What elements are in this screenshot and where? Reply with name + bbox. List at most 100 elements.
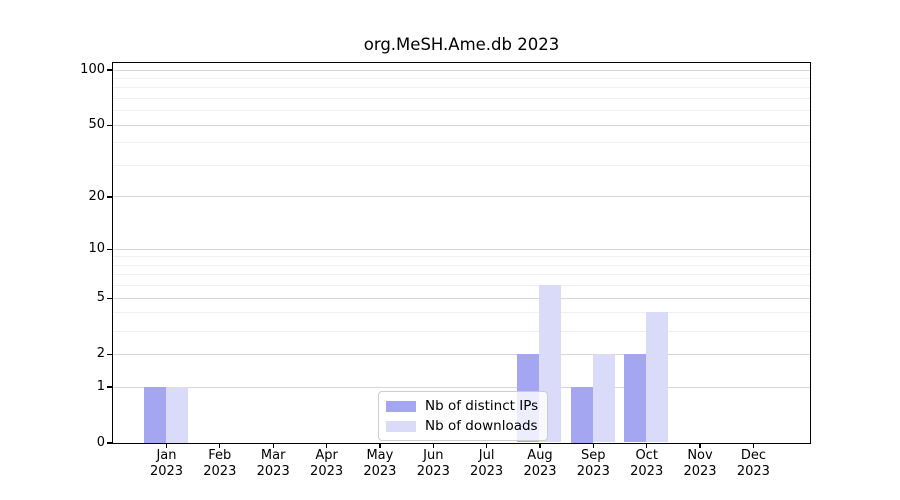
y-tick-mark bbox=[107, 386, 112, 388]
x-tick-mark bbox=[219, 443, 221, 448]
x-tick-label-aug: Aug 2023 bbox=[510, 448, 570, 480]
minor-gridline bbox=[112, 165, 810, 166]
x-tick-mark bbox=[165, 443, 168, 448]
minor-gridline bbox=[112, 98, 810, 99]
x-tick-label-jul: Jul 2023 bbox=[457, 448, 517, 480]
x-tick-label-nov: Nov 2023 bbox=[670, 448, 730, 480]
x-tick-year: 2023 bbox=[523, 464, 557, 479]
x-tick-mark bbox=[752, 443, 754, 448]
x-tick-month: Oct bbox=[635, 448, 658, 463]
bar-distinct-ips bbox=[624, 353, 647, 443]
bar-downloads bbox=[166, 386, 188, 443]
x-tick-month: Aug bbox=[527, 448, 553, 463]
legend-swatch bbox=[386, 420, 416, 432]
major-gridline bbox=[112, 196, 810, 198]
x-tick-mark bbox=[379, 443, 381, 448]
x-tick-label-apr: Apr 2023 bbox=[297, 448, 357, 480]
y-tick-mark bbox=[107, 297, 112, 299]
bar-downloads bbox=[592, 353, 615, 443]
y-tick-label: 10 bbox=[88, 241, 105, 257]
x-tick-year: 2023 bbox=[683, 464, 717, 479]
y-tick-mark bbox=[107, 196, 112, 198]
legend-label: Nb of distinct IPs bbox=[425, 398, 539, 414]
minor-gridline bbox=[112, 142, 810, 144]
x-tick-year: 2023 bbox=[470, 464, 504, 479]
x-tick-label-mar: Mar 2023 bbox=[243, 448, 303, 480]
major-gridline bbox=[112, 353, 810, 355]
y-tick-mark bbox=[107, 353, 112, 355]
y-tick-label: 50 bbox=[88, 117, 105, 133]
minor-gridline bbox=[112, 330, 810, 332]
minor-gridline bbox=[112, 274, 810, 276]
x-tick-label-dec: Dec 2023 bbox=[723, 448, 783, 480]
minor-gridline bbox=[112, 264, 810, 266]
y-tick-mark bbox=[107, 442, 112, 444]
x-tick-month: May bbox=[366, 448, 394, 463]
x-tick-month: Sep bbox=[581, 448, 606, 463]
x-tick-month: Jul bbox=[478, 448, 495, 463]
x-tick-year: 2023 bbox=[310, 464, 344, 479]
major-gridline bbox=[112, 124, 810, 126]
x-tick-month: Dec bbox=[740, 448, 766, 463]
legend-row-downloads: Nb of downloads bbox=[386, 416, 538, 436]
legend-row-distinct-ips: Nb of distinct IPs bbox=[386, 396, 538, 416]
x-tick-year: 2023 bbox=[416, 464, 450, 479]
x-tick-year: 2023 bbox=[736, 464, 770, 479]
x-tick-month: Nov bbox=[687, 448, 713, 463]
major-gridline bbox=[112, 297, 810, 299]
legend-label: Nb of downloads bbox=[425, 418, 538, 434]
x-tick-year: 2023 bbox=[363, 464, 397, 479]
y-tick-mark bbox=[107, 248, 112, 250]
y-tick-label: 20 bbox=[88, 188, 105, 204]
minor-gridline bbox=[112, 285, 810, 287]
y-tick-mark bbox=[107, 69, 112, 71]
legend-rows: Nb of distinct IPs Nb of downloads bbox=[386, 396, 538, 436]
minor-gridline bbox=[112, 312, 810, 314]
legend: Nb of distinct IPs Nb of downloads bbox=[378, 391, 549, 441]
bar-distinct-ips bbox=[144, 386, 166, 443]
major-gridline bbox=[112, 69, 810, 71]
bar-distinct-ips bbox=[570, 386, 593, 443]
x-tick-year: 2023 bbox=[630, 464, 664, 479]
x-tick-mark bbox=[699, 443, 701, 448]
y-tick-label: 2 bbox=[96, 346, 105, 362]
y-tick-mark bbox=[107, 124, 112, 126]
minor-gridline bbox=[112, 87, 810, 89]
x-tick-mark bbox=[272, 443, 274, 448]
major-gridline bbox=[112, 386, 810, 388]
plot-area bbox=[111, 61, 811, 444]
x-tick-month: Apr bbox=[315, 448, 338, 463]
y-tick-label: 100 bbox=[80, 62, 105, 77]
x-tick-year: 2023 bbox=[256, 464, 290, 479]
x-tick-mark bbox=[646, 443, 648, 448]
x-tick-year: 2023 bbox=[576, 464, 610, 479]
x-tick-label-may: May 2023 bbox=[350, 448, 410, 480]
x-tick-year: 2023 bbox=[149, 464, 184, 479]
x-tick-mark bbox=[432, 443, 434, 448]
legend-swatch bbox=[386, 400, 416, 412]
x-tick-month: Jun bbox=[423, 448, 444, 463]
chart-title: org.MeSH.Ame.db 2023 bbox=[363, 35, 560, 54]
x-tick-year: 2023 bbox=[203, 464, 237, 479]
y-tick-label: 5 bbox=[96, 290, 105, 306]
x-tick-mark bbox=[325, 443, 328, 448]
x-tick-month: Feb bbox=[208, 448, 232, 463]
y-tick-label: 1 bbox=[96, 379, 105, 394]
x-tick-label-jun: Jun 2023 bbox=[403, 448, 463, 480]
y-tick-label: 0 bbox=[96, 435, 105, 450]
x-tick-label-oct: Oct 2023 bbox=[617, 448, 677, 480]
x-tick-label-jan: Jan 2023 bbox=[137, 448, 197, 480]
major-gridline bbox=[112, 248, 810, 250]
minor-gridline bbox=[112, 110, 810, 112]
minor-gridline bbox=[112, 77, 810, 79]
x-tick-mark bbox=[592, 443, 594, 448]
x-tick-mark bbox=[539, 443, 541, 448]
x-tick-label-sep: Sep 2023 bbox=[563, 448, 623, 480]
bar-downloads bbox=[646, 312, 669, 443]
x-tick-month: Mar bbox=[260, 448, 286, 463]
x-tick-label-feb: Feb 2023 bbox=[190, 448, 250, 480]
minor-gridline bbox=[112, 256, 810, 258]
x-tick-mark bbox=[486, 443, 488, 448]
x-tick-month: Jan bbox=[156, 448, 177, 463]
